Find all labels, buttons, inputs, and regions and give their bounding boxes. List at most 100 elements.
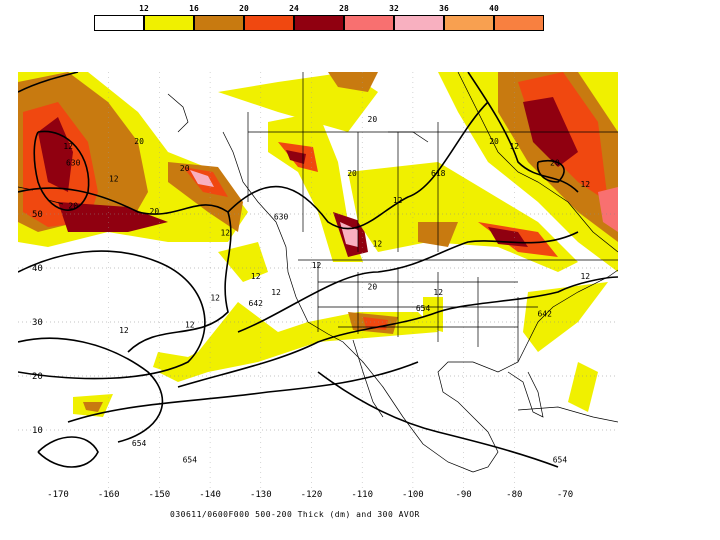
contour-label: 654: [183, 455, 198, 464]
vorticity-label: 20: [180, 164, 190, 173]
vorticity-label: 12: [580, 180, 590, 189]
vorticity-label: 20: [68, 202, 78, 211]
vorticity-area: [218, 242, 268, 282]
longitude-label: -130: [250, 490, 272, 500]
vorticity-label: 20: [550, 158, 560, 167]
contour-label: 630: [66, 158, 81, 167]
longitude-label: -170: [47, 490, 69, 500]
vorticity-label: 12: [433, 288, 443, 297]
vorticity-label: 12: [220, 229, 230, 238]
thickness-contour: [67, 361, 419, 423]
contour-label: 642: [537, 310, 552, 319]
vorticity-label: 20: [489, 137, 499, 146]
legend-swatch: [294, 15, 344, 31]
legend-swatch: [494, 15, 544, 31]
longitude-label: -150: [149, 490, 171, 500]
coastline: [318, 281, 538, 328]
legend-swatch: [94, 15, 144, 31]
longitude-label: -120: [301, 490, 323, 500]
coastline: [437, 269, 618, 473]
color-legend: 12 16 20 24 28 32 36 40: [94, 4, 544, 33]
vorticity-label: 20: [368, 283, 378, 292]
thickness-contour: [536, 160, 565, 183]
thickness-contour: [18, 72, 79, 93]
latitude-label: 20: [32, 372, 43, 382]
contour-label: 654: [416, 304, 431, 313]
vorticity-area: [38, 117, 73, 192]
vorticity-label: 12: [109, 175, 119, 184]
coastline: [457, 72, 618, 253]
vorticity-area: [286, 150, 306, 164]
latitude-label: 30: [32, 318, 43, 328]
coastline: [247, 72, 439, 252]
vorticity-label: 12: [251, 272, 261, 281]
longitude-label: -70: [557, 490, 573, 500]
legend-tick-label: 40: [489, 4, 499, 13]
latitude-label: 40: [32, 264, 43, 274]
longitude-label: -100: [402, 490, 424, 500]
legend-swatch: [444, 15, 494, 31]
vorticity-label: 12: [373, 239, 383, 248]
legend-swatch: [144, 15, 194, 31]
thickness-contour: [467, 72, 579, 193]
thickness-contour: [18, 250, 206, 380]
vorticity-area: [168, 162, 243, 232]
legend-swatch: [344, 15, 394, 31]
vorticity-label: 12: [271, 288, 281, 297]
contour-label: 654: [132, 439, 147, 448]
map-caption: 030611/0600F000 500-200 Thick (dm) and 3…: [170, 510, 420, 519]
vorticity-label: 12: [393, 196, 403, 205]
thickness-contour: [237, 231, 579, 333]
contour-label: 654: [553, 455, 568, 464]
vorticity-label: 12: [210, 293, 220, 302]
legend-swatch: [244, 15, 294, 31]
vorticity-area: [523, 282, 608, 352]
vorticity-label: 12: [119, 326, 129, 335]
vorticity-label: 12: [580, 272, 590, 281]
vorticity-label: 20: [134, 137, 144, 146]
vorticity-area: [598, 187, 618, 232]
vorticity-area: [83, 402, 103, 412]
latitude-label: 50: [32, 210, 43, 220]
thickness-contour: [227, 101, 489, 230]
longitude-label: -140: [199, 490, 221, 500]
legend-tick-label: 36: [439, 4, 449, 13]
map-labels: 50 40 30 20 10 -170 -160 -150 -140 -130 -120 -110 -1…: [32, 115, 590, 500]
legend-tick-label: 12: [139, 4, 149, 13]
coastline: [167, 93, 189, 133]
thickness-contour: [37, 436, 99, 468]
legend-tick-label: 16: [189, 4, 199, 13]
thickness-contour: [18, 337, 164, 443]
vorticity-area: [190, 170, 214, 187]
longitude-label: -160: [98, 490, 120, 500]
vorticity-area: [153, 352, 188, 372]
thickness-contour: [317, 371, 559, 468]
legend-swatch: [194, 15, 244, 31]
coastline: [517, 406, 618, 423]
longitude-label: -110: [351, 490, 373, 500]
coastline: [222, 131, 474, 473]
coastline: [507, 371, 544, 418]
vorticity-area: [568, 362, 598, 412]
vorticity-label: 12: [312, 261, 322, 270]
weather-map: 50 40 30 20 10 -170 -160 -150 -140 -130 -120 -110 -1…: [18, 72, 618, 502]
legend-tick-label: 20: [239, 4, 249, 13]
latitude-label: 10: [32, 426, 43, 436]
vorticity-area: [58, 202, 168, 232]
thickness-contours: [18, 72, 618, 468]
legend-tick-label: 24: [289, 4, 299, 13]
thickness-contour: [177, 276, 618, 388]
longitude-label: -90: [455, 490, 471, 500]
contour-label: 642: [249, 299, 264, 308]
vorticity-area: [328, 72, 378, 92]
longitude-label: -80: [506, 490, 522, 500]
vorticity-label: 20: [150, 207, 160, 216]
thickness-contour: [33, 130, 90, 211]
contour-label: 630: [274, 212, 289, 221]
contour-label: 618: [431, 169, 446, 178]
vorticity-label: 12: [63, 142, 73, 151]
coastline: [388, 131, 429, 143]
vorticity-label: 20: [347, 169, 357, 178]
legend-tick-label: 32: [389, 4, 399, 13]
vorticity-label: 12: [185, 320, 195, 329]
